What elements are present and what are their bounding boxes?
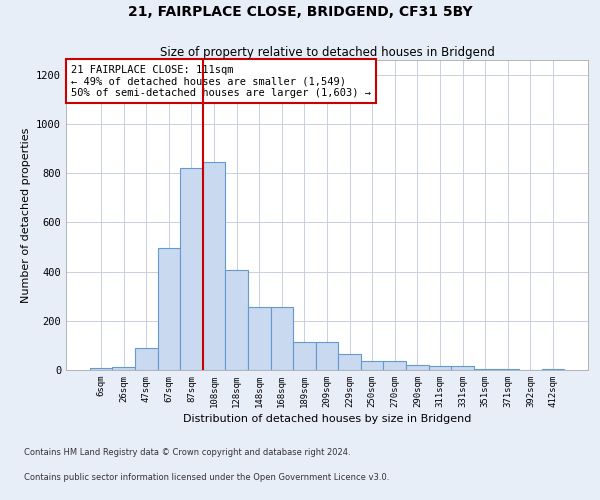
Title: Size of property relative to detached houses in Bridgend: Size of property relative to detached ho… [160,46,494,59]
Bar [158,248,180,370]
Bar [361,362,383,370]
X-axis label: Distribution of detached houses by size in Bridgend: Distribution of detached houses by size … [183,414,471,424]
Bar [135,348,158,370]
Bar [226,270,248,370]
Bar [496,369,519,370]
Bar [112,367,135,370]
Bar [316,342,338,370]
Text: 21 FAIRPLACE CLOSE: 111sqm
← 49% of detached houses are smaller (1,549)
50% of s: 21 FAIRPLACE CLOSE: 111sqm ← 49% of deta… [71,64,371,98]
Bar [383,362,406,370]
Bar [338,354,361,370]
Bar [180,168,203,370]
Bar [203,162,226,370]
Bar [428,366,451,370]
Bar [271,308,293,370]
Bar [451,366,474,370]
Bar [293,342,316,370]
Text: 21, FAIRPLACE CLOSE, BRIDGEND, CF31 5BY: 21, FAIRPLACE CLOSE, BRIDGEND, CF31 5BY [128,5,472,19]
Bar [542,369,564,370]
Text: Contains HM Land Registry data © Crown copyright and database right 2024.: Contains HM Land Registry data © Crown c… [24,448,350,457]
Text: Contains public sector information licensed under the Open Government Licence v3: Contains public sector information licen… [24,473,389,482]
Bar [474,369,496,370]
Bar [248,308,271,370]
Bar [406,365,428,370]
Bar [90,368,112,370]
Y-axis label: Number of detached properties: Number of detached properties [20,128,31,302]
